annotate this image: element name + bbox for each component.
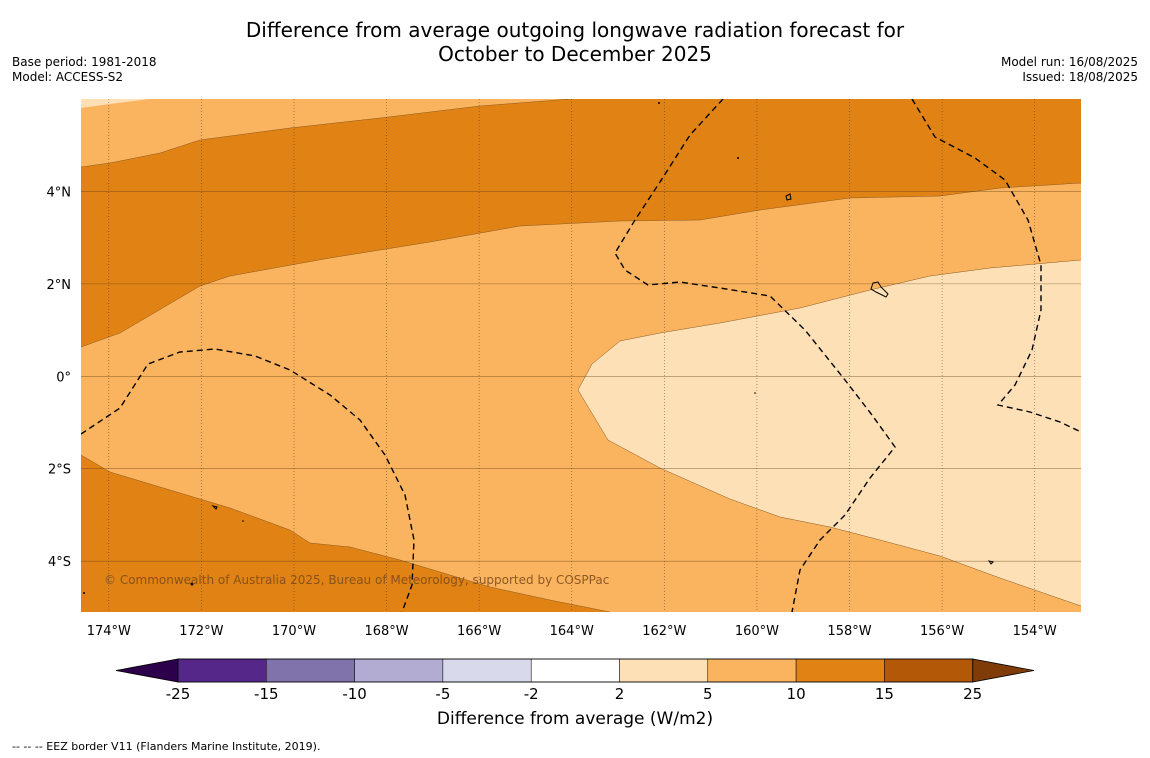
lon-tick-label: 174°W <box>87 624 131 639</box>
island-east-a <box>870 281 889 298</box>
meta-right: Model run: 16/08/2025 Issued: 18/08/2025 <box>1001 55 1138 85</box>
colorbar-extend-high <box>972 658 1035 683</box>
eez-border-west <box>81 348 415 612</box>
anomaly-band-2-5-east <box>578 260 1081 606</box>
title-line-2: October to December 2025 <box>438 42 712 66</box>
lon-tick-label: 162°W <box>642 624 686 639</box>
anomaly-band-10-15-north <box>81 99 1081 347</box>
lon-tick-label: 160°W <box>735 624 779 639</box>
issued-date: Issued: 18/08/2025 <box>1022 70 1138 84</box>
anomaly-band-10-15-south <box>81 455 610 612</box>
lon-tick-label: 166°W <box>457 624 501 639</box>
eez-border-central <box>614 99 896 612</box>
colorbar-frame <box>177 658 974 683</box>
lat-tick-label: 2°S <box>48 463 71 478</box>
model-name: Model: ACCESS-S2 <box>12 70 124 84</box>
island-west-a <box>211 505 218 510</box>
lat-tick-label: 4°N <box>47 185 72 200</box>
map-title: Difference from average outgoing longwav… <box>0 18 1150 66</box>
colorbar-segment <box>530 658 620 683</box>
base-period: Base period: 1981-2018 <box>12 55 157 69</box>
copyright-notice: © Commonwealth of Australia 2025, Bureau… <box>104 573 609 587</box>
colorbar-extend-low <box>115 658 179 683</box>
meta-left: Base period: 1981-2018 Model: ACCESS-S2 <box>12 55 157 85</box>
anomaly-band-2-5-northwest <box>81 99 150 108</box>
colorbar-tick-label: -25 <box>166 685 191 703</box>
lon-tick-label: 172°W <box>179 624 223 639</box>
lon-tick-label: 170°W <box>272 624 316 639</box>
colorbar-tick-label: 10 <box>787 685 806 703</box>
colorbar-tick-label: -10 <box>342 685 367 703</box>
eez-borders <box>81 99 1081 612</box>
colorbar-segment <box>442 658 532 683</box>
colorbar-tick-label: 15 <box>875 685 894 703</box>
island-east-c <box>987 560 994 565</box>
lon-tick-label: 168°W <box>364 624 408 639</box>
lon-tick-label: 156°W <box>920 624 964 639</box>
colorbar-segment <box>354 658 444 683</box>
colorbar: -25 -15 -10 -5 -2 2 5 10 15 25 <box>115 658 1035 703</box>
colorbar-segment <box>619 658 709 683</box>
lon-tick-label: 158°W <box>827 624 871 639</box>
island-east-b <box>785 193 792 201</box>
colorbar-tick-label: -15 <box>254 685 279 703</box>
colorbar-segment <box>266 658 355 683</box>
lon-tick-label: 154°W <box>1013 624 1057 639</box>
lat-tick-label: 4°S <box>48 555 71 570</box>
lat-tick-label: 2°N <box>47 278 72 293</box>
graticule <box>81 99 1081 612</box>
colorbar-tick-label: -2 <box>524 685 539 703</box>
lon-tick-label: 164°W <box>550 624 594 639</box>
map-area: © Commonwealth of Australia 2025, Bureau… <box>81 99 1081 612</box>
colorbar-tick-label: 2 <box>615 685 625 703</box>
colorbar-segment <box>795 658 885 683</box>
axis-labels: 174°W 172°W 170°W 168°W 166°W 164°W 162°W 160°W… <box>47 185 1057 639</box>
model-run: Model run: 16/08/2025 <box>1000 55 1138 69</box>
colorbar-tick-label: -5 <box>435 685 450 703</box>
eez-border-east <box>911 99 1081 433</box>
colorbar-title: Difference from average (W/m2) <box>436 709 714 729</box>
colorbar-segment <box>177 658 267 683</box>
colorbar-tick-label: 5 <box>703 685 713 703</box>
islands <box>211 193 994 565</box>
colorbar-segment <box>707 658 797 683</box>
lat-tick-label: 0° <box>56 370 71 385</box>
title-line-1: Difference from average outgoing longwav… <box>245 18 905 42</box>
island-dots <box>83 102 756 594</box>
colorbar-tick-label: 25 <box>963 685 982 703</box>
colorbar-segment <box>884 658 973 683</box>
band-boundaries <box>81 99 1081 612</box>
footnote: -- -- -- EEZ border V11 (Flanders Marine… <box>12 740 321 753</box>
